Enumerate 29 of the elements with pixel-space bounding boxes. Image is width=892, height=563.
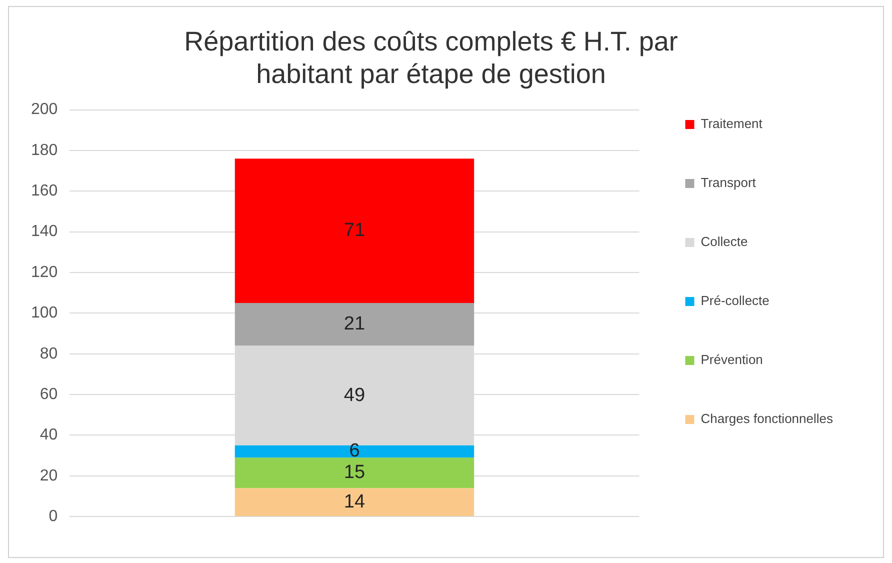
data-label: 49 — [344, 384, 366, 406]
y-tick-label: 20 — [40, 467, 58, 484]
bar — [234, 445, 474, 458]
bar — [234, 458, 474, 488]
y-tick-label: 120 — [30, 264, 58, 281]
y-tick-label: 160 — [30, 182, 58, 200]
chart-title: Répartition des coûts complets € H.T. par habitant par étape de gestion — [184, 26, 678, 90]
y-tick-label: 40 — [40, 426, 58, 444]
y-tick-label: 60 — [40, 386, 58, 403]
y-tick-label: 0 — [48, 508, 58, 526]
data-label: 14 — [344, 491, 366, 512]
legend-label: Pré-collecte — [700, 293, 770, 308]
legend-label: Charges fonctionnelles — [700, 411, 834, 426]
y-tick-label: 140 — [30, 223, 58, 240]
bar — [234, 158, 474, 304]
y-tick-label: 80 — [40, 345, 58, 362]
legend-label: Prévention — [700, 352, 763, 368]
legend-label: Transport — [700, 175, 756, 190]
data-label: 15 — [344, 462, 366, 484]
y-tick-label: 200 — [30, 101, 58, 118]
y-tick-label: 100 — [30, 304, 58, 322]
data-label: 71 — [344, 220, 366, 242]
y-tick-label: 180 — [30, 142, 58, 159]
bar — [234, 303, 474, 346]
legend-label: Traitement — [700, 116, 763, 132]
legend-label: Collecte — [700, 234, 748, 250]
bar — [234, 488, 474, 516]
data-label: 6 — [349, 440, 360, 462]
data-label: 21 — [344, 314, 366, 335]
